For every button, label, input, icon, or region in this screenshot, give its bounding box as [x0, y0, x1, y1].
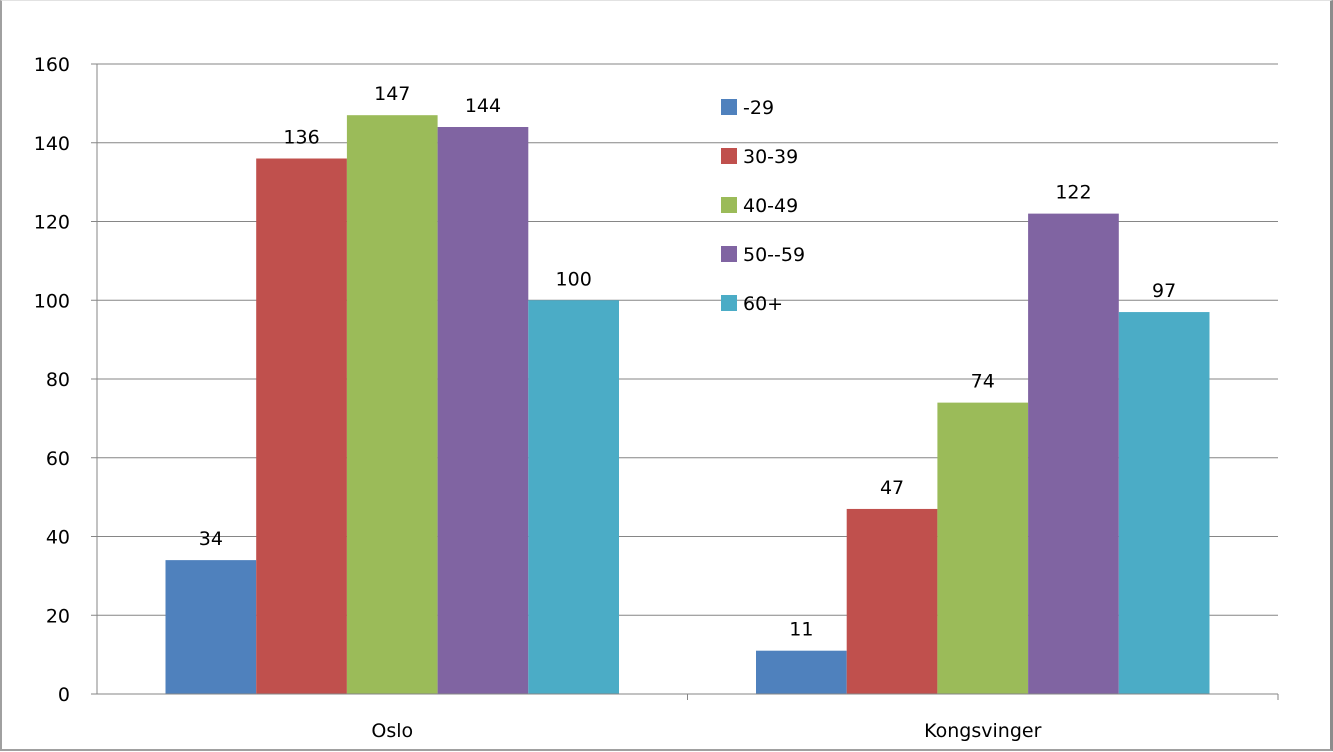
legend-item: -29 [721, 97, 774, 119]
y-tick-label: 20 [46, 605, 70, 627]
legend-label: 40-49 [743, 195, 798, 217]
legend-label: -29 [743, 97, 774, 119]
bar [165, 560, 257, 694]
data-label: 34 [199, 528, 223, 550]
y-tick-label: 80 [46, 369, 70, 391]
data-label: 144 [465, 95, 501, 117]
x-tick-label: Oslo [371, 720, 413, 742]
legend-label: 30-39 [743, 146, 798, 168]
data-label: 122 [1055, 182, 1091, 204]
data-label: 97 [1152, 280, 1176, 302]
legend-swatch [721, 246, 737, 262]
legend-swatch [721, 197, 737, 213]
bar [437, 127, 529, 694]
legend-item: 50--59 [721, 244, 805, 266]
legend: -29 30-39 40-49 50--59 60+ [721, 97, 805, 315]
legend-label: 60+ [743, 293, 783, 315]
legend-swatch [721, 295, 737, 311]
bar [846, 508, 938, 694]
x-tick-label: Kongsvinger [924, 720, 1041, 742]
legend-swatch [721, 148, 737, 164]
data-label: 136 [283, 127, 319, 149]
y-tick-label: 160 [34, 54, 70, 76]
bar [1028, 213, 1119, 694]
legend-item: 30-39 [721, 146, 798, 168]
y-tick-label: 0 [58, 684, 70, 706]
y-tick-label: 60 [46, 448, 70, 470]
data-label: 11 [789, 619, 813, 641]
data-label: 47 [880, 477, 904, 499]
bar [346, 115, 438, 694]
y-tick-label: 40 [46, 527, 70, 549]
bar [256, 158, 347, 694]
legend-item: 60+ [721, 293, 783, 315]
legend-swatch [721, 99, 737, 115]
legend-label: 50--59 [743, 244, 805, 266]
data-label: 74 [971, 371, 995, 393]
bar [937, 402, 1029, 694]
y-tick-label: 100 [34, 290, 70, 312]
data-label: 100 [556, 268, 592, 290]
bars: 34 136 147 144 100 11 47 74 122 97 [165, 83, 1210, 694]
y-tick-label: 140 [34, 133, 70, 155]
bar [756, 650, 847, 694]
axes: 0 20 40 60 80 100 120 140 160 Oslo Kongsvinger [34, 54, 1279, 742]
bar [1118, 312, 1210, 694]
data-label: 147 [374, 83, 410, 105]
legend-item: 40-49 [721, 195, 798, 217]
y-tick-label: 120 [34, 212, 70, 234]
bar [528, 300, 619, 694]
